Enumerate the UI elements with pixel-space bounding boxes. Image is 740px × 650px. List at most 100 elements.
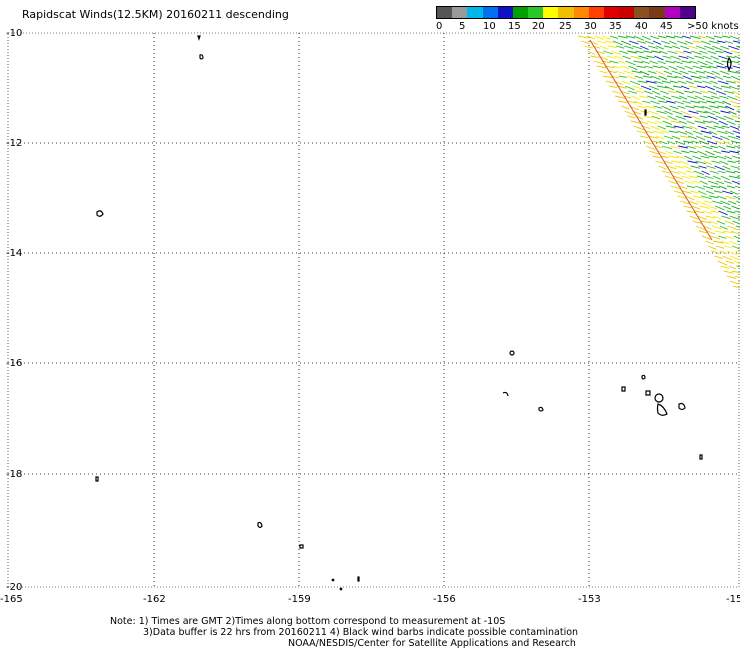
wind-barb — [670, 185, 681, 190]
wind-barb — [728, 265, 737, 270]
wind-barb — [663, 160, 673, 164]
wind-barb — [648, 45, 658, 49]
lat-label: -10 — [6, 28, 22, 39]
wind-barb — [731, 50, 740, 54]
wind-barb — [700, 40, 711, 45]
wind-barb — [666, 140, 676, 145]
wind-barb — [719, 135, 730, 141]
wind-barb — [714, 255, 723, 259]
wind-barb — [683, 115, 692, 118]
wind-barb-swath — [577, 35, 740, 289]
wind-barb — [632, 85, 643, 90]
wind-barb — [654, 55, 664, 61]
wind-barb — [649, 35, 659, 40]
wind-barb — [710, 210, 719, 214]
wind-barb — [644, 130, 654, 134]
wind-barb — [675, 90, 684, 95]
island — [538, 406, 544, 412]
wind-barb — [699, 180, 708, 185]
wind-barb — [694, 210, 705, 214]
wind-barb — [658, 75, 668, 80]
wind-barb — [639, 95, 648, 99]
wind-barb — [671, 135, 681, 140]
wind-barb — [682, 165, 692, 170]
wind-barb — [701, 195, 712, 200]
wind-barb — [658, 165, 667, 170]
wind-barb — [725, 235, 734, 240]
wind-barb — [700, 155, 710, 159]
wind-barb — [603, 50, 614, 55]
wind-barb — [712, 200, 723, 205]
wind-barb — [723, 50, 733, 55]
wind-barb — [728, 110, 737, 115]
wind-barb — [704, 45, 715, 51]
wind-barb — [580, 40, 590, 44]
wind-barb — [617, 60, 626, 64]
wind-barb — [703, 70, 715, 75]
wind-barb — [655, 70, 666, 76]
wind-barb — [673, 35, 683, 39]
island — [621, 386, 626, 392]
note-line: NOAA/NESDIS/Center for Satellite Applica… — [288, 638, 576, 649]
wind-barb — [726, 210, 736, 214]
wind-barb — [679, 95, 688, 100]
wind-barb — [643, 115, 654, 119]
wind-barb — [648, 85, 660, 91]
wind-barb — [676, 155, 685, 159]
wind-barb — [674, 100, 685, 105]
wind-barb — [720, 85, 732, 89]
wind-barb — [606, 55, 616, 59]
colorbar-segment — [437, 7, 453, 18]
wind-barb — [700, 220, 712, 224]
wind-barb — [693, 195, 704, 199]
wind-barb — [633, 125, 644, 131]
note-line: 3)Data buffer is 22 hrs from 20160211 4)… — [143, 627, 579, 638]
colorbar-segment — [634, 7, 650, 18]
wind-barb — [680, 45, 690, 50]
wind-barb — [685, 80, 694, 85]
colorbar-segment — [619, 7, 635, 18]
wind-barb — [640, 85, 652, 91]
wind-barb — [714, 165, 725, 171]
wind-barb — [724, 220, 735, 226]
wind-barb — [593, 35, 605, 40]
wind-barb — [668, 90, 677, 94]
wind-barb — [711, 225, 722, 230]
wind-barb — [678, 55, 689, 59]
wind-barb — [712, 175, 721, 180]
wind-barb — [703, 135, 713, 139]
wind-barb — [702, 120, 712, 123]
wind-barb — [653, 80, 664, 84]
wind-barb — [733, 80, 740, 83]
wind-barb — [665, 60, 675, 64]
lon-label: -153 — [578, 594, 601, 605]
wind-barb — [709, 195, 719, 199]
wind-barb — [693, 170, 704, 176]
wind-barb — [733, 40, 740, 43]
wind-barb — [735, 250, 740, 253]
wind-barb — [670, 120, 681, 124]
wind-barb — [673, 60, 683, 65]
wind-barb — [729, 150, 740, 154]
wind-barb — [706, 165, 716, 169]
wind-barb — [668, 130, 678, 134]
wind-barb — [684, 90, 694, 94]
wind-barb — [718, 120, 728, 126]
wind-barb — [730, 255, 740, 261]
wind-barb — [614, 55, 623, 60]
wind-barb — [707, 90, 717, 95]
colorbar-segment — [664, 7, 680, 18]
colorbar-segment — [467, 7, 483, 18]
wind-barb — [727, 250, 738, 255]
wind-barb — [599, 70, 608, 74]
wind-barb — [706, 75, 716, 79]
wind-barb — [584, 45, 593, 49]
wind-barb — [696, 200, 707, 206]
wind-barb — [714, 230, 726, 234]
wind-barb — [715, 90, 727, 95]
wind-barb — [702, 145, 713, 150]
wind-barb — [649, 150, 659, 155]
wind-barb — [662, 120, 672, 126]
wind-barb — [697, 215, 707, 221]
wind-barb — [723, 205, 732, 210]
